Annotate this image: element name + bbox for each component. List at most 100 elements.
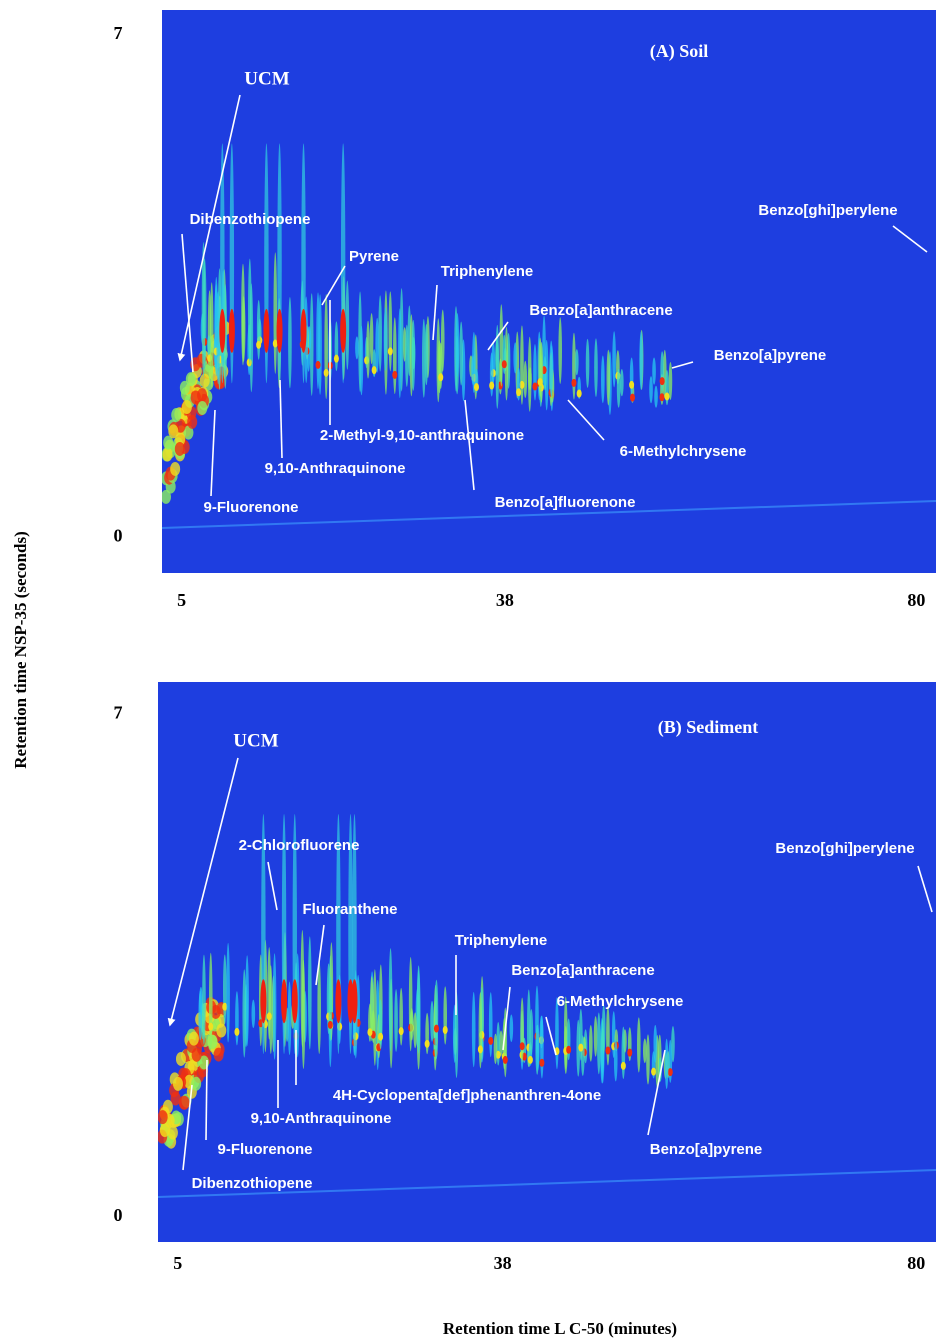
- peak-core: [571, 379, 576, 387]
- peak-streak: [366, 321, 370, 379]
- peak-streak: [601, 355, 605, 403]
- peak-core: [538, 378, 543, 386]
- peak-streak: [528, 337, 532, 412]
- peak-core: [629, 381, 634, 389]
- peak-streak: [316, 292, 320, 389]
- peak-core: [367, 1028, 372, 1036]
- tall-peak-core: [347, 979, 353, 1023]
- peak-streak: [538, 338, 542, 397]
- peak-streak: [520, 998, 524, 1063]
- panel-title: (A) Soil: [650, 41, 709, 62]
- y-tick-label: 7: [114, 702, 123, 722]
- peak-streak: [413, 1012, 417, 1048]
- annotation-leader: [206, 1060, 207, 1140]
- peak-core: [256, 341, 261, 349]
- peak-core: [489, 382, 494, 390]
- peak-streak: [252, 1000, 256, 1028]
- annotation-label: 4H-Cyclopenta[def]phenanthren-4one: [333, 1087, 601, 1104]
- peak-streak: [439, 342, 443, 388]
- peak-streak: [209, 953, 213, 1051]
- peak-streak: [652, 358, 656, 385]
- tall-peak-core: [260, 979, 266, 1023]
- x-tick-label: 38: [494, 1253, 512, 1273]
- tall-peak-core: [277, 309, 283, 353]
- peak-streak: [410, 1008, 414, 1040]
- peak-core: [334, 355, 339, 363]
- x-tick-label: 80: [907, 1253, 925, 1273]
- peak-streak: [425, 1013, 429, 1054]
- annotation-label: 2-Methyl-9,10-anthraquinone: [320, 427, 524, 444]
- peak-streak: [540, 1016, 544, 1079]
- peak-streak: [389, 948, 393, 1051]
- peak-core: [605, 1047, 610, 1055]
- peak-streak: [393, 317, 397, 394]
- annotation-label: UCM: [233, 730, 278, 751]
- tall-peak-core: [340, 309, 346, 353]
- peak-streak: [606, 1006, 610, 1065]
- peak-streak: [479, 992, 483, 1068]
- tall-peak-core: [263, 309, 269, 353]
- peak-streak: [614, 1039, 618, 1081]
- peak-core: [388, 347, 393, 355]
- ucm-spot: [186, 372, 196, 386]
- peak-streak: [649, 376, 653, 403]
- peak-core: [621, 1062, 626, 1070]
- peak-streak: [653, 1025, 657, 1063]
- annotation-label: Pyrene: [349, 248, 399, 265]
- peak-streak: [202, 955, 206, 1045]
- peak-streak: [235, 991, 239, 1045]
- peak-streak: [207, 335, 211, 355]
- annotation-label: Dibenzothiopene: [192, 1175, 313, 1192]
- annotation-label: 9,10-Anthraquinone: [265, 460, 406, 477]
- peak-streak: [273, 953, 277, 1059]
- peak-streak: [536, 1025, 540, 1071]
- peak-core: [566, 1046, 571, 1054]
- peak-streak: [499, 304, 503, 386]
- peak-streak: [665, 1039, 669, 1089]
- ucm-spot: [173, 1077, 183, 1091]
- peak-streak: [257, 300, 261, 360]
- x-tick-label: 5: [173, 1253, 182, 1273]
- peak-streak: [346, 281, 350, 370]
- peak-core: [378, 1033, 383, 1041]
- peak-core: [372, 366, 377, 374]
- peak-core: [488, 1037, 493, 1045]
- peak-streak: [490, 352, 494, 396]
- annotation-label: Fluoranthene: [302, 901, 397, 918]
- peak-streak: [430, 1001, 434, 1042]
- annotation-label: Benzo[a]fluorenone: [495, 494, 636, 511]
- peak-core: [328, 1021, 333, 1029]
- peak-streak: [435, 980, 439, 1045]
- peak-core: [234, 1028, 239, 1036]
- peak-streak: [549, 341, 553, 397]
- annotation-label: Benzo[a]pyrene: [714, 347, 827, 364]
- peak-streak: [288, 981, 292, 1055]
- peak-streak: [575, 349, 579, 375]
- peak-streak: [216, 291, 220, 384]
- peak-streak: [523, 361, 527, 398]
- peak-streak: [594, 1016, 598, 1057]
- ucm-spot: [187, 415, 197, 429]
- annotation-label: Benzo[a]anthracene: [511, 962, 654, 979]
- peak-streak: [355, 336, 359, 359]
- ucm-spot: [168, 1126, 178, 1140]
- peak-streak: [398, 308, 402, 398]
- peak-streak: [456, 313, 460, 377]
- peak-streak: [241, 264, 245, 366]
- peak-streak: [586, 339, 590, 388]
- annotation-label: 9-Fluorenone: [203, 499, 298, 516]
- peak-streak: [589, 1025, 593, 1062]
- ucm-spot: [182, 400, 192, 414]
- peak-streak: [417, 965, 421, 1053]
- peak-core: [532, 382, 537, 390]
- peak-streak: [412, 320, 416, 391]
- peak-streak: [533, 344, 537, 400]
- x-axis-label: Retention time L C-50 (minutes): [443, 1319, 677, 1338]
- ucm-spot: [163, 448, 173, 462]
- peak-streak: [669, 362, 673, 400]
- peak-core: [630, 394, 635, 402]
- peak-core: [399, 1027, 404, 1035]
- peak-streak: [394, 989, 398, 1052]
- annotation-label: Dibenzothiopene: [190, 211, 311, 228]
- peak-streak: [405, 325, 409, 387]
